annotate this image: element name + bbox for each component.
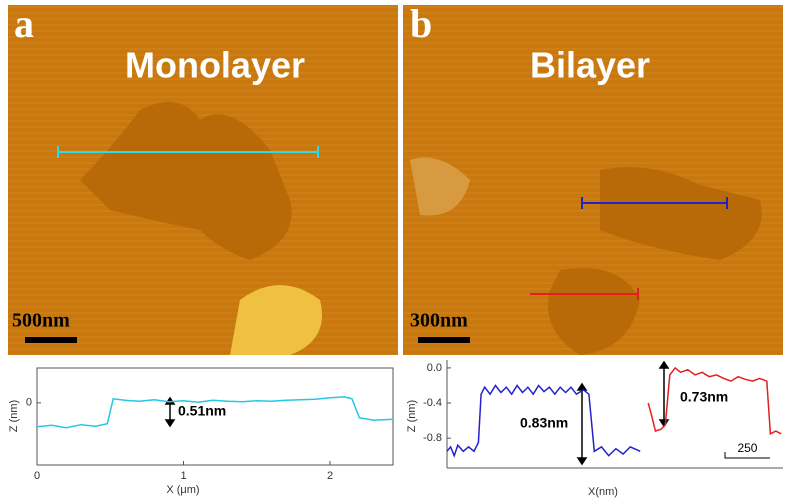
annotation: 0.51nm — [178, 403, 226, 419]
x-axis-label: X (μm) — [166, 484, 199, 496]
x-tick-label: 2 — [327, 470, 333, 482]
y-tick-label: -0.8 — [423, 432, 442, 444]
x-axis-label: X(nm) — [588, 486, 618, 498]
panel-label: b — [410, 1, 432, 46]
plot-bg — [8, 358, 398, 501]
annotation: 0.83nm — [520, 415, 568, 431]
y-axis-label: Z (nm) — [8, 400, 20, 432]
panel-title: Bilayer — [530, 45, 650, 86]
y-tick-label: -0.4 — [423, 397, 442, 409]
scale-bar-label: 300nm — [410, 310, 468, 332]
annotation: 0.73nm — [680, 389, 728, 405]
x-tick-label: 0 — [34, 470, 40, 482]
y-axis-label: Z (nm) — [406, 400, 418, 432]
panel-label: a — [14, 1, 34, 46]
panel-title: Monolayer — [125, 45, 305, 86]
figure: a Monolayer 500nm b Bilayer 300nm 0 0 1 2 X … — [0, 0, 786, 501]
y-tick-label: 0 — [26, 397, 32, 409]
scale-bar-label: 250 — [737, 441, 757, 455]
x-tick-label: 1 — [180, 470, 186, 482]
y-tick-label: 0.0 — [427, 362, 442, 374]
scale-bar-label: 500nm — [12, 310, 70, 332]
